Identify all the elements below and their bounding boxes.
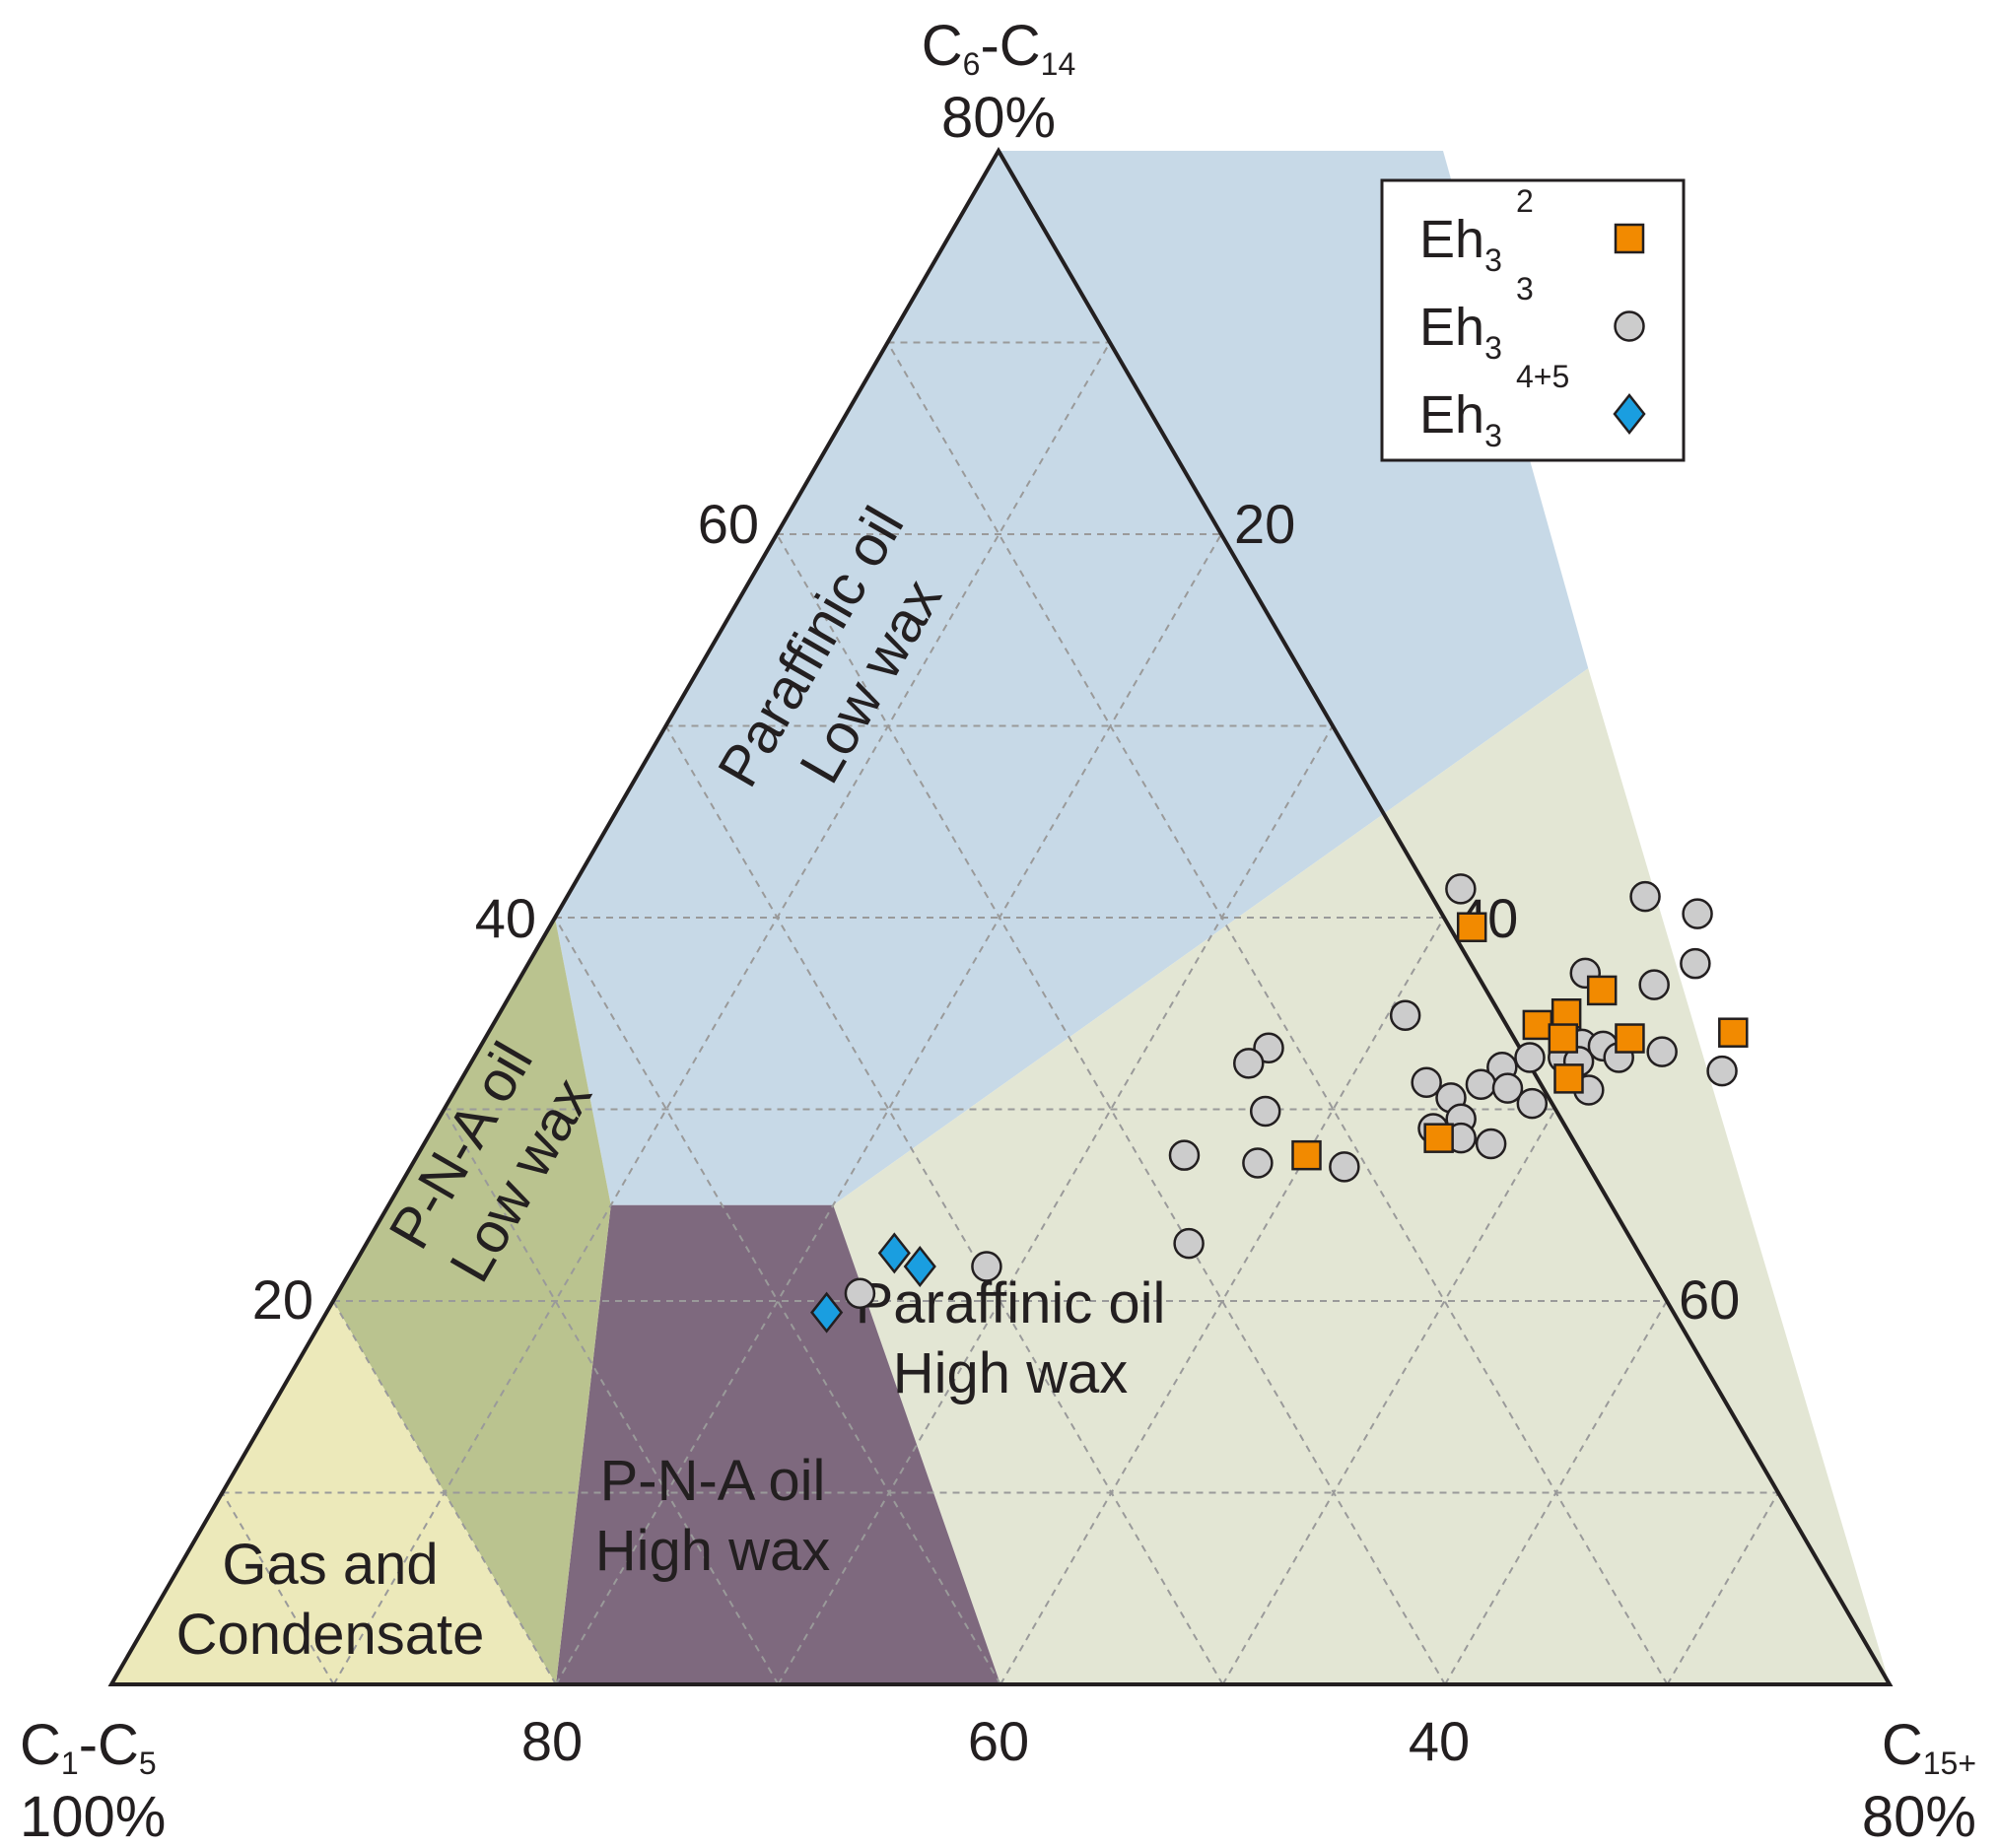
data-point-circle bbox=[971, 1251, 1002, 1282]
data-point-diamond bbox=[903, 1245, 936, 1288]
legend-entry-label: Eh3 bbox=[1419, 385, 1502, 453]
data-point-circle bbox=[1680, 947, 1711, 980]
data-point-square bbox=[1551, 998, 1582, 1029]
data-point-diamond bbox=[810, 1291, 844, 1334]
data-point-square bbox=[1718, 1017, 1749, 1048]
data-point-square bbox=[1423, 1123, 1454, 1153]
data-points bbox=[810, 873, 1749, 1334]
apex-right-name: C15+ bbox=[1882, 1713, 1976, 1781]
data-point-circle bbox=[1389, 999, 1421, 1031]
region-label-line2: Condensate bbox=[176, 1603, 485, 1667]
region-label-line1: P-N-A oil bbox=[600, 1449, 826, 1513]
data-point-circle bbox=[1682, 898, 1713, 929]
legend-marker-circle bbox=[1614, 310, 1645, 342]
legend-entry-superscript: 3 bbox=[1516, 271, 1534, 307]
legend-marker-diamond bbox=[1613, 392, 1646, 436]
region-pna-high bbox=[556, 1204, 1000, 1684]
grid-line bbox=[777, 724, 1334, 1685]
data-point-square bbox=[1456, 912, 1487, 942]
data-point-circle bbox=[1516, 1087, 1549, 1120]
data-point-circle bbox=[1629, 880, 1661, 913]
data-point-circle bbox=[1168, 1139, 1201, 1171]
grid-line bbox=[443, 1108, 780, 1685]
data-point-circle bbox=[1475, 1128, 1507, 1160]
legend-entry-superscript: 2 bbox=[1516, 183, 1534, 219]
region-par-low bbox=[555, 151, 1589, 1205]
tick-left: 40 bbox=[475, 887, 536, 949]
grid-line bbox=[1000, 917, 1445, 1685]
data-point-square bbox=[1586, 975, 1618, 1006]
legend-entry-label: Eh3 bbox=[1419, 210, 1502, 278]
grid-line bbox=[1221, 1108, 1556, 1685]
tick-left: 20 bbox=[252, 1268, 313, 1331]
data-point-circle bbox=[1491, 1072, 1524, 1104]
data-point-square bbox=[1553, 1063, 1584, 1094]
data-point-circle bbox=[1638, 969, 1670, 1000]
region-label-line1: Paraffinic oil bbox=[856, 1271, 1166, 1335]
region-label-line2: High wax bbox=[595, 1519, 831, 1583]
legend-marker-square bbox=[1614, 223, 1645, 254]
grid-line bbox=[1666, 1491, 1779, 1685]
data-point-circle bbox=[1706, 1055, 1738, 1087]
data-point-circle bbox=[1249, 1095, 1281, 1128]
tick-bottom: 60 bbox=[968, 1710, 1029, 1772]
grid-line bbox=[886, 341, 1669, 1685]
data-point-square bbox=[1615, 1023, 1645, 1054]
data-point-circle bbox=[1233, 1048, 1265, 1079]
grid-lines bbox=[221, 341, 1779, 1685]
data-point-circle bbox=[1242, 1147, 1274, 1179]
data-point-square bbox=[1522, 1009, 1553, 1041]
data-point-circle bbox=[1445, 873, 1477, 905]
data-point-circle bbox=[1514, 1042, 1546, 1073]
triangle-outline bbox=[107, 147, 1894, 1686]
region-label-line1: Gas and bbox=[222, 1533, 438, 1597]
triangle-border bbox=[107, 147, 1894, 1686]
tick-right: 60 bbox=[1679, 1268, 1740, 1331]
data-point-circle bbox=[1646, 1036, 1678, 1067]
tick-right: 20 bbox=[1234, 493, 1295, 555]
data-point-circle bbox=[1411, 1066, 1442, 1099]
legend-entry-label: Eh3 bbox=[1419, 298, 1502, 366]
region-gas bbox=[111, 1301, 556, 1684]
grid-line bbox=[776, 533, 1446, 1685]
grid-line bbox=[221, 1491, 335, 1685]
grid-line bbox=[332, 1300, 557, 1685]
apex-right-percent: 80% bbox=[1862, 1785, 1976, 1848]
data-point-square bbox=[1548, 1023, 1579, 1054]
apex-left-percent: 100% bbox=[20, 1785, 166, 1848]
region-par-high bbox=[833, 668, 1890, 1684]
grid-line bbox=[554, 917, 1001, 1685]
data-point-circle bbox=[1173, 1227, 1205, 1260]
grid-line bbox=[664, 724, 1224, 1685]
legend-entry-superscript: 4+5 bbox=[1516, 359, 1569, 394]
tick-left: 60 bbox=[698, 493, 759, 555]
legend: Eh3 2 Eh3 3 Eh3 4+5 bbox=[1380, 178, 1686, 462]
grid-line bbox=[332, 341, 1111, 1685]
apex-left-name: C1-C5 bbox=[20, 1713, 157, 1781]
tick-bottom: 40 bbox=[1409, 1710, 1470, 1772]
tick-bottom: 80 bbox=[521, 1710, 583, 1772]
classification-regions bbox=[111, 151, 1890, 1684]
apex-top-percent: 80% bbox=[941, 86, 1056, 150]
data-point-diamond bbox=[877, 1232, 911, 1274]
data-point-circle bbox=[1465, 1068, 1497, 1100]
region-pna-low bbox=[333, 918, 611, 1684]
data-point-circle bbox=[844, 1277, 876, 1309]
region-label-line2: High wax bbox=[893, 1341, 1129, 1405]
data-point-square bbox=[1291, 1139, 1322, 1171]
apex-top-name: C6-C14 bbox=[922, 14, 1075, 82]
data-point-circle bbox=[1329, 1151, 1360, 1183]
